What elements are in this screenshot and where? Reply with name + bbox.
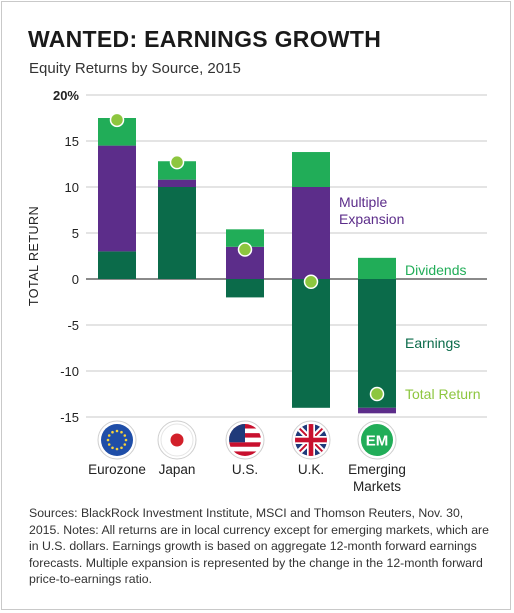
y-tick-label: -15 — [60, 410, 79, 425]
bar-dividends-u-s — [226, 229, 264, 247]
legend-dividends: Dividends — [405, 262, 466, 278]
uk-flag-icon — [295, 424, 327, 456]
y-tick-label: 5 — [72, 226, 79, 241]
chart-title: WANTED: EARNINGS GROWTH — [28, 26, 382, 52]
bar-dividends-u-k — [292, 152, 330, 187]
x-tick-label-u-k: U.K. — [298, 462, 324, 477]
legend-multiple-expansion-line2: Expansion — [339, 211, 404, 227]
eu-star — [115, 429, 119, 433]
us-flag-icon — [229, 424, 261, 456]
stacked-bar-chart: -15 -10 -5 0 5 10 15 20% TOTAL RETURN MultipleExp… — [27, 88, 487, 494]
eu-star — [120, 430, 123, 434]
x-tick-label-eurozone: Eurozone — [88, 462, 146, 477]
bar-earnings-eurozone — [98, 251, 136, 279]
em-badge-text: EM — [366, 433, 389, 450]
eu-star — [120, 446, 123, 450]
eu-star — [106, 438, 110, 442]
eu-star — [123, 443, 127, 446]
eu-star — [107, 434, 111, 437]
bar-multiple-expansion-eurozone — [98, 145, 136, 252]
eu-star — [124, 438, 128, 442]
bar-earnings-u-s — [226, 279, 264, 298]
legend-earnings: Earnings — [405, 335, 460, 351]
eu-star — [111, 446, 114, 450]
eu-star — [107, 443, 111, 446]
y-axis-label: TOTAL RETURN — [27, 206, 41, 306]
eu-star — [123, 434, 127, 437]
total-return-dot-japan — [169, 154, 185, 170]
y-tick-label: 10 — [65, 180, 79, 195]
total-return-dot-emerging-markets — [369, 386, 385, 402]
total-return-dot-u-k — [303, 274, 319, 290]
y-tick-label: 0 — [72, 272, 79, 287]
chart-subtitle: Equity Returns by Source, 2015 — [29, 60, 241, 77]
y-tick-label: -5 — [67, 318, 79, 333]
legend-total-return: Total Return — [405, 386, 480, 402]
source-notes: Sources: BlackRock Investment Institute,… — [29, 506, 489, 586]
x-tick-label-emerging-markets-line2: Markets — [353, 479, 401, 494]
legend-multiple-expansion-line1: Multiple — [339, 194, 387, 210]
y-tick-label: 15 — [65, 134, 79, 149]
bar-dividends-japan — [158, 161, 196, 180]
eu-star — [111, 430, 114, 434]
em-badge-icon — [361, 424, 393, 456]
eu-star — [115, 447, 119, 451]
y-tick-label: -10 — [60, 364, 79, 379]
x-tick-label-emerging-markets-line1: Emerging — [348, 462, 406, 477]
total-return-dot-u-s — [237, 242, 253, 257]
bar-multiple-expansion-japan — [158, 179, 196, 187]
bar-earnings-japan — [158, 187, 196, 279]
bar-dividends-emerging-markets — [358, 257, 396, 279]
bar-multiple-expansion-emerging-markets — [358, 407, 396, 414]
japan-sun — [170, 433, 184, 447]
bar-earnings-u-k — [292, 279, 330, 408]
bar-multiple-expansion-u-k — [292, 187, 330, 279]
eu-flag-icon — [101, 424, 133, 456]
x-tick-label-japan: Japan — [159, 462, 196, 477]
bar-earnings-emerging-markets — [358, 279, 396, 408]
x-tick-label-u-s: U.S. — [232, 462, 258, 477]
y-tick-label: 20% — [53, 88, 79, 103]
total-return-dot-eurozone — [109, 112, 125, 128]
